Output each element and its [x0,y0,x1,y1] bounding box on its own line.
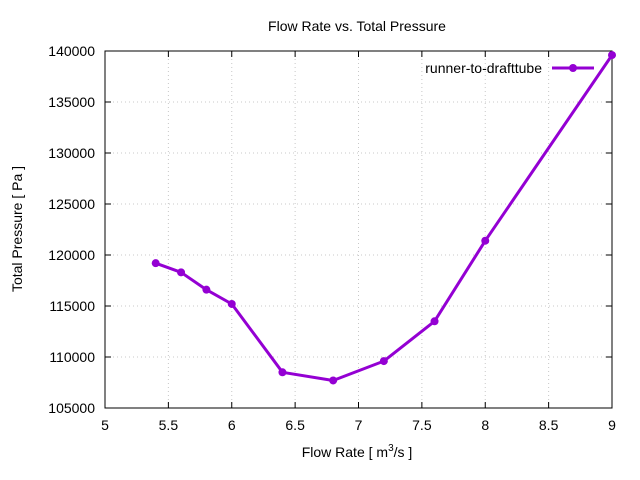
data-point [202,285,211,294]
data-point [379,357,388,366]
x-tick-label: 9 [608,417,616,433]
y-tick-label: 130000 [48,145,95,161]
data-point [177,268,186,277]
x-tick-label: 7 [355,417,363,433]
y-tick-label: 125000 [48,196,95,212]
data-point [481,236,490,245]
data-point [608,51,616,60]
data-point [430,317,439,326]
y-tick-label: 140000 [48,43,95,59]
legend: runner-to-drafttube [425,60,594,76]
legend-point-marker [569,64,577,72]
x-tick-label: 7.5 [412,417,432,433]
x-tick-label: 5 [101,417,109,433]
x-tick-label: 6 [228,417,236,433]
y-tick-label: 110000 [49,349,95,365]
series-line [155,54,614,382]
x-axis-label: Flow Rate [ m3/s ] [302,443,413,460]
y-tick-label: 115000 [49,298,95,314]
x-tick-label: 8.5 [539,417,559,433]
data-point [227,299,236,308]
data-point [329,376,338,385]
x-tick-label: 8 [481,417,489,433]
series-runner-to-drafttube [151,51,616,385]
y-tick-label: 105000 [48,400,95,416]
chart-title: Flow Rate vs. Total Pressure [268,18,446,34]
y-axis-label: Total Pressure [ Pa ] [9,166,25,292]
axis-ticks: 5 5.5 6 6.5 7 7.5 8 8.5 9 105000 110000 115000 12000… [48,43,616,433]
data-point [278,368,287,377]
x-tick-label: 5.5 [159,417,179,433]
y-tick-label: 120000 [48,247,95,263]
grid [105,51,612,408]
y-tick-label: 135000 [48,94,95,110]
legend-label: runner-to-drafttube [425,60,542,76]
x-tick-label: 6.5 [285,417,305,433]
plot-frame [104,50,613,409]
data-point [151,259,160,268]
